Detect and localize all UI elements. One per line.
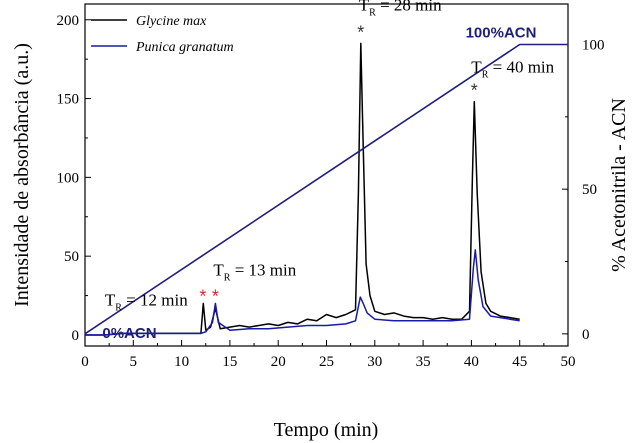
x-tick-label: 15 <box>222 354 237 370</box>
x-tick-label: 10 <box>174 354 189 370</box>
series-line-acn-gradient <box>84 43 568 335</box>
y-axis-label: Intensidade de absorbância (a.u.) <box>11 43 33 307</box>
x-tick-label: 20 <box>271 354 286 370</box>
y-tick-label: 100 <box>57 170 80 186</box>
acn-end-label: 100%ACN <box>466 25 537 42</box>
x-tick-label: 50 <box>561 354 576 370</box>
x-tick-label: 5 <box>130 354 138 370</box>
x-tick-label: 35 <box>416 354 431 370</box>
peak-marker-13min: * <box>212 286 219 306</box>
y-tick-label: 200 <box>57 13 80 29</box>
y-tick-label: 150 <box>57 92 80 108</box>
series-line-punica-granatum <box>85 249 520 336</box>
legend: Glycine max Punica granatum <box>91 14 234 55</box>
x-tick-label: 40 <box>464 354 479 370</box>
y2-tick-label: 100 <box>582 38 605 54</box>
y2-tick-label: 0 <box>582 327 590 343</box>
label-tr-40min: TR = 40 min <box>471 58 554 81</box>
x-tick-label: 45 <box>512 354 527 370</box>
peak-marker-40min: * <box>471 81 478 101</box>
label-tr-13min: TR = 13 min <box>213 260 296 283</box>
peak-marker-28min: * <box>357 22 364 42</box>
x-tick-label: 25 <box>319 354 334 370</box>
acn-start-label: 0%ACN <box>102 325 156 342</box>
label-tr-12min: TR = 12 min <box>105 290 188 313</box>
peak-marker-12min: * <box>199 286 206 306</box>
y2-axis-label: % Acetonitrila - ACN <box>608 98 630 272</box>
legend-label-glycine: Glycine max <box>136 14 207 29</box>
y-tick-label: 0 <box>72 328 80 344</box>
x-tick-label: 30 <box>367 354 382 370</box>
y-tick-label: 50 <box>64 249 79 265</box>
legend-label-punica: Punica granatum <box>135 40 234 55</box>
x-axis-label: Tempo (min) <box>274 419 379 441</box>
x-tick-label: 0 <box>81 354 89 370</box>
y2-tick-label: 50 <box>582 182 597 198</box>
label-tr-28min: TR = 28 min <box>359 0 442 18</box>
